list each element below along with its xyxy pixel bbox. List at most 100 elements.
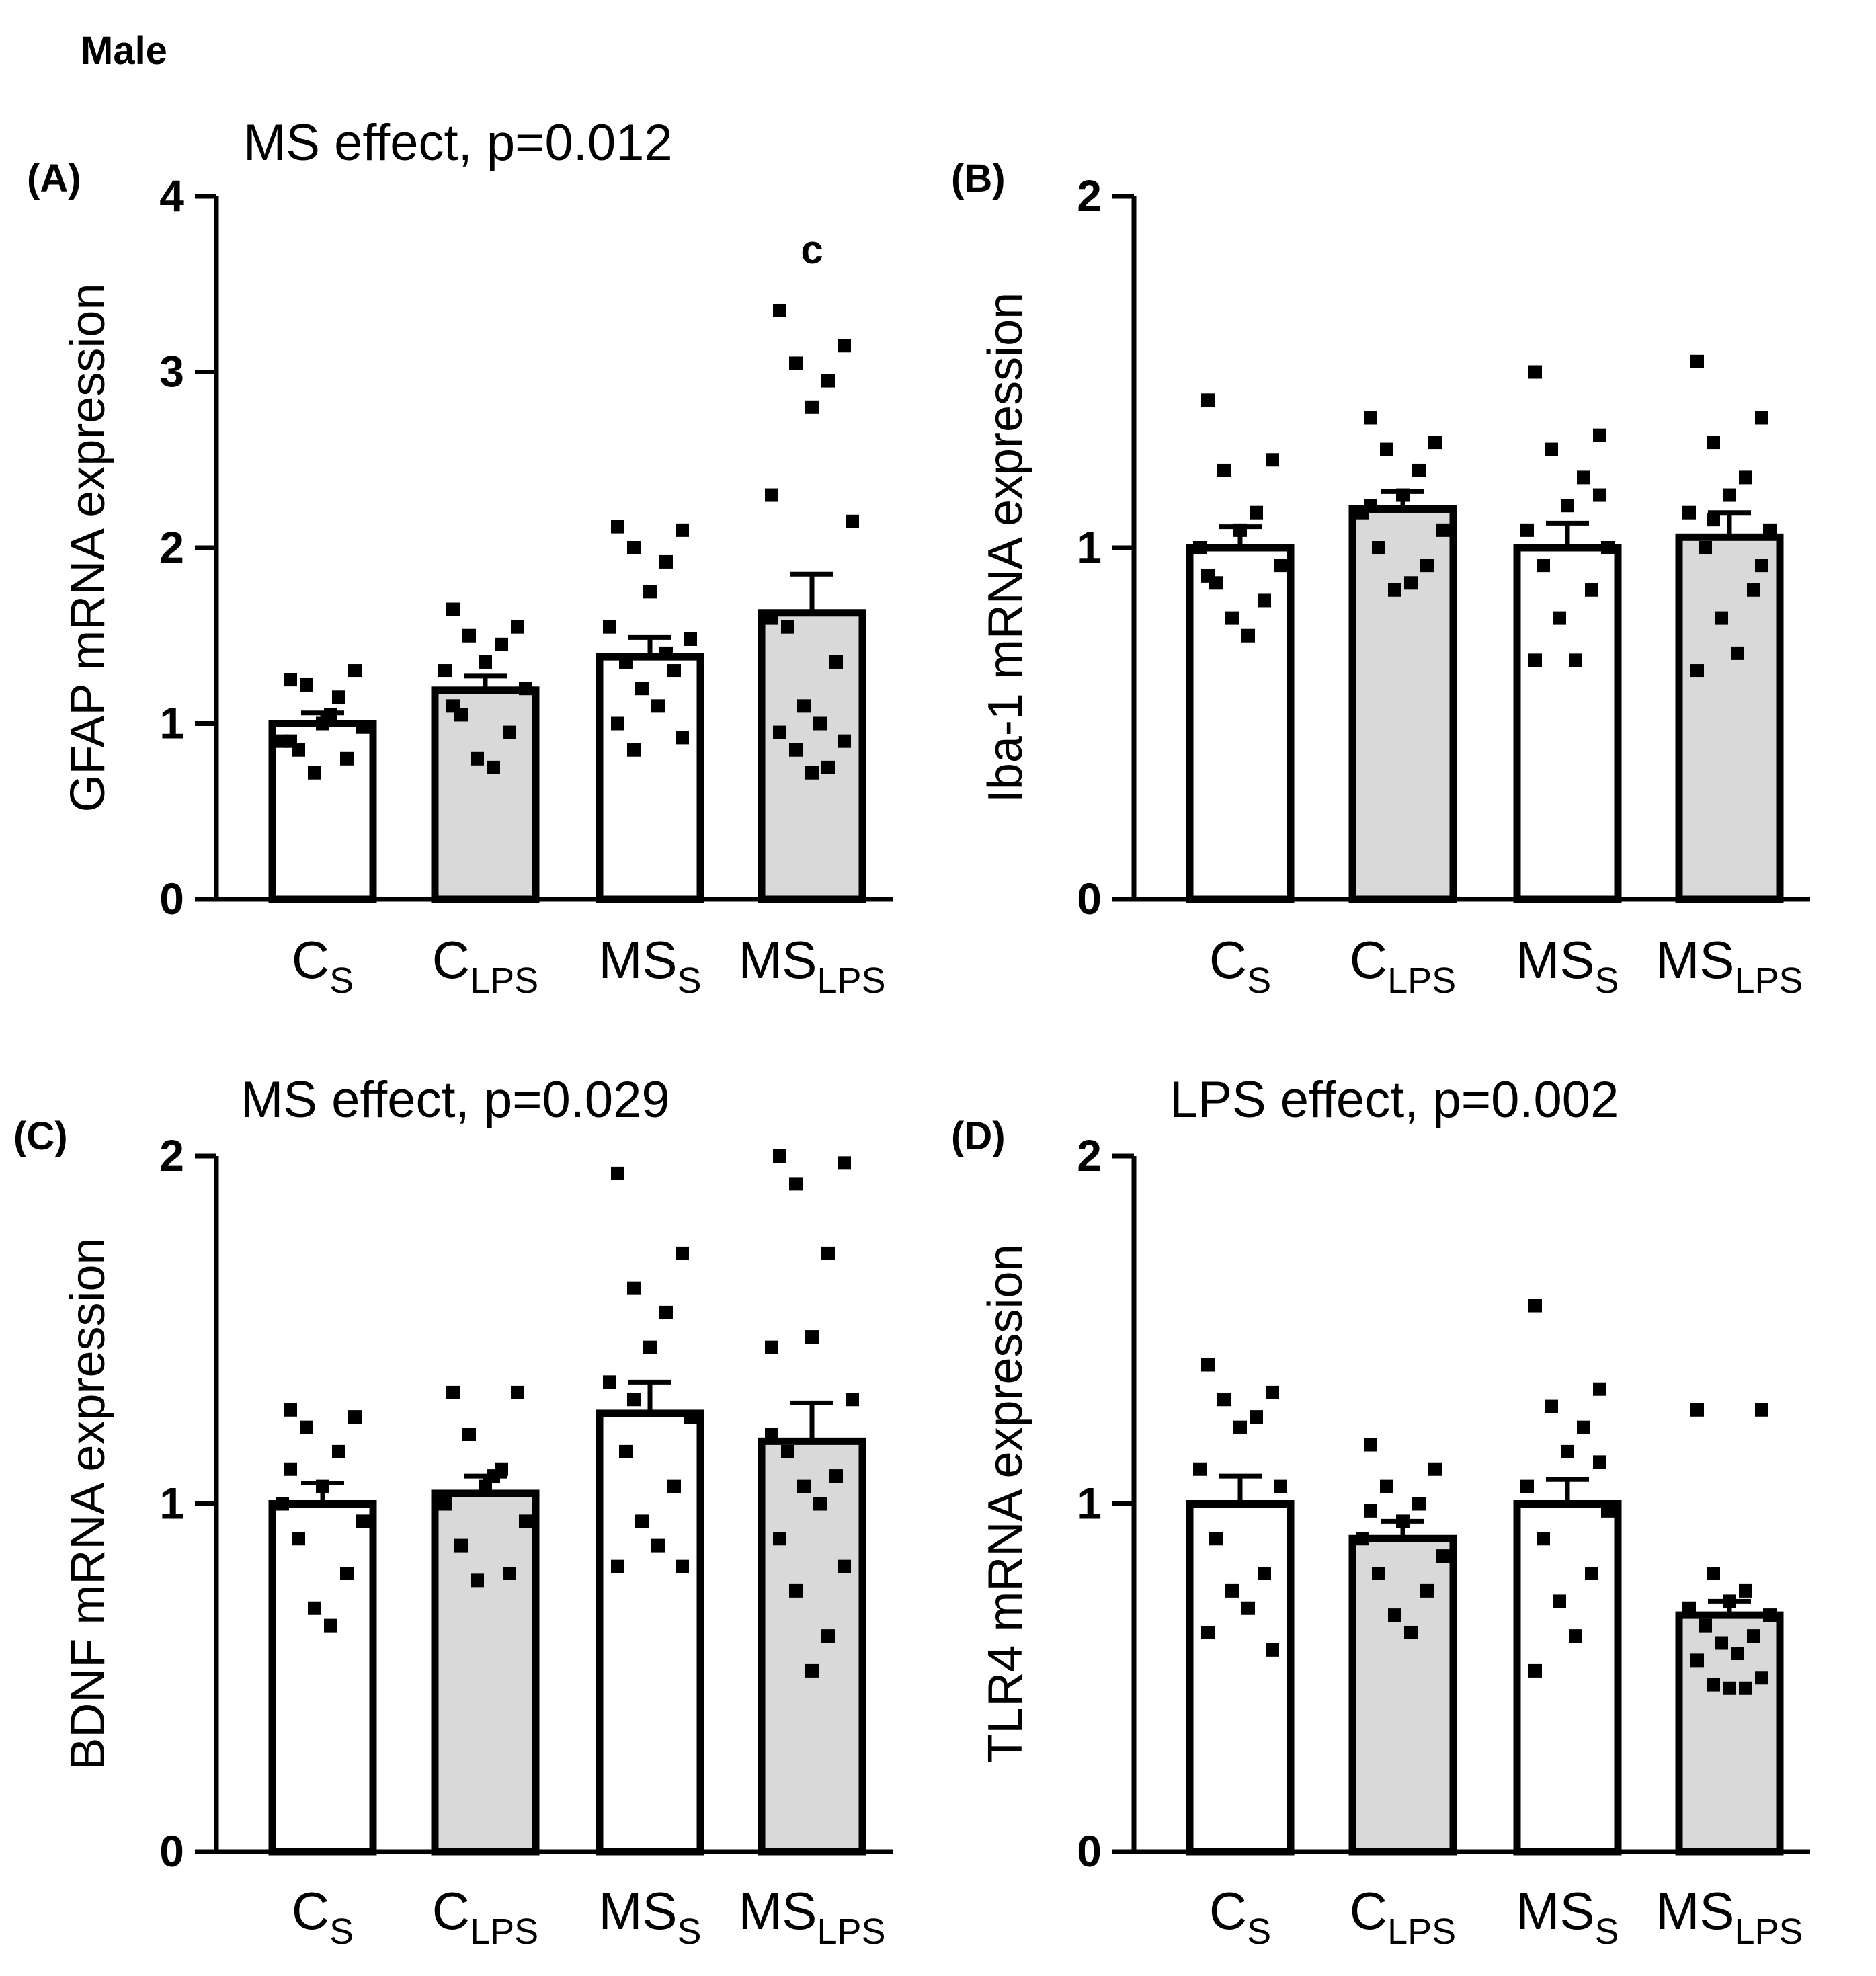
data-point	[659, 554, 673, 569]
data-point	[1682, 1601, 1696, 1615]
data-point	[611, 1559, 624, 1573]
data-point	[300, 677, 313, 692]
data-point	[332, 690, 345, 704]
x-tick-label: MSLPS	[738, 930, 885, 1001]
panel-label: (B)	[951, 157, 1006, 200]
data-point	[446, 1385, 460, 1399]
data-point	[356, 720, 370, 734]
data-point	[829, 655, 843, 669]
data-point	[300, 1420, 313, 1434]
data-point	[635, 682, 649, 696]
data-point	[1209, 1532, 1223, 1546]
x-tick-subscript: S	[677, 1911, 701, 1952]
bar	[1675, 533, 1784, 903]
data-point	[838, 339, 851, 353]
x-tick-subscript: S	[677, 960, 701, 1001]
y-tick-label: 4	[159, 171, 184, 220]
data-point	[1201, 1625, 1215, 1639]
data-point	[1763, 1608, 1777, 1622]
data-point	[765, 611, 778, 625]
data-point	[789, 356, 803, 370]
data-point	[503, 1567, 516, 1580]
data-point	[1364, 1438, 1377, 1452]
data-point	[316, 1479, 329, 1493]
data-point	[1593, 1455, 1606, 1469]
chart-title: MS effect, p=0.012	[243, 114, 673, 171]
data-point	[1577, 470, 1590, 485]
data-point	[659, 1305, 673, 1319]
data-point	[1266, 453, 1279, 467]
data-point	[284, 734, 297, 748]
data-point	[1528, 1299, 1542, 1313]
data-point	[340, 751, 354, 766]
data-point	[676, 1559, 689, 1573]
x-tick-main: C	[292, 1881, 329, 1940]
data-point	[1520, 1479, 1534, 1493]
data-point	[356, 1514, 370, 1528]
y-axis-label: Iba-1 mRNA expression	[979, 292, 1032, 803]
data-point	[479, 1479, 492, 1493]
data-point	[471, 751, 484, 766]
data-point	[805, 1663, 819, 1678]
y-tick-label: 1	[1077, 522, 1102, 572]
data-point	[611, 520, 624, 534]
data-point	[627, 1281, 641, 1295]
x-tick-main: MS	[598, 930, 677, 989]
data-point	[627, 743, 641, 757]
x-tick-label: MSS	[598, 1881, 701, 1952]
data-point	[454, 1538, 468, 1553]
data-point	[1723, 1594, 1736, 1608]
data-point	[479, 655, 492, 669]
data-point	[1250, 1410, 1263, 1424]
data-point	[789, 743, 803, 757]
data-point	[1690, 1403, 1704, 1417]
y-axis-label: GFAP mRNA expression	[61, 284, 115, 813]
data-point	[332, 1444, 345, 1458]
data-point	[1193, 1462, 1207, 1476]
data-point	[1428, 436, 1442, 450]
x-tick-label: CLPS	[1350, 1881, 1456, 1952]
data-point	[1396, 1514, 1410, 1528]
data-point	[1266, 1643, 1279, 1657]
data-point	[292, 1532, 305, 1546]
data-point	[676, 523, 689, 537]
data-point	[611, 1166, 624, 1180]
x-tick-subscript: LPS	[470, 1911, 538, 1952]
data-point	[1380, 1479, 1393, 1493]
data-point	[1274, 1479, 1287, 1493]
data-point	[1364, 499, 1377, 513]
data-point	[1545, 442, 1558, 456]
data-point	[1755, 1403, 1768, 1417]
data-point	[797, 699, 811, 713]
bar	[268, 720, 377, 903]
x-tick-main: MS	[1516, 930, 1594, 989]
data-point	[1233, 523, 1247, 537]
data-point	[684, 1410, 697, 1424]
y-tick-label: 1	[1077, 1479, 1102, 1528]
data-point	[1755, 559, 1768, 573]
bar	[1186, 544, 1295, 903]
y-tick-label: 1	[159, 1479, 184, 1528]
data-point	[1372, 1567, 1385, 1580]
x-tick-label: MSS	[1516, 1881, 1619, 1952]
data-point	[324, 1618, 337, 1633]
x-tick-main: C	[1209, 930, 1247, 989]
x-tick-subscript: S	[1247, 1911, 1271, 1952]
data-point	[471, 1573, 484, 1588]
data-point	[308, 1601, 321, 1615]
data-point	[765, 488, 778, 502]
data-point	[1731, 1647, 1744, 1661]
bar	[1513, 544, 1622, 903]
data-point	[1545, 1399, 1558, 1413]
data-point	[651, 699, 665, 713]
chart-layer: (A) MS effect, p=0.012 GFAP mRNA expressio…	[13, 114, 1810, 1952]
data-point	[511, 620, 524, 634]
bar	[758, 1437, 866, 1856]
data-point	[487, 760, 500, 774]
data-point	[1747, 583, 1760, 597]
data-point	[1420, 559, 1434, 573]
data-point	[805, 1330, 819, 1344]
data-point	[773, 1532, 786, 1546]
